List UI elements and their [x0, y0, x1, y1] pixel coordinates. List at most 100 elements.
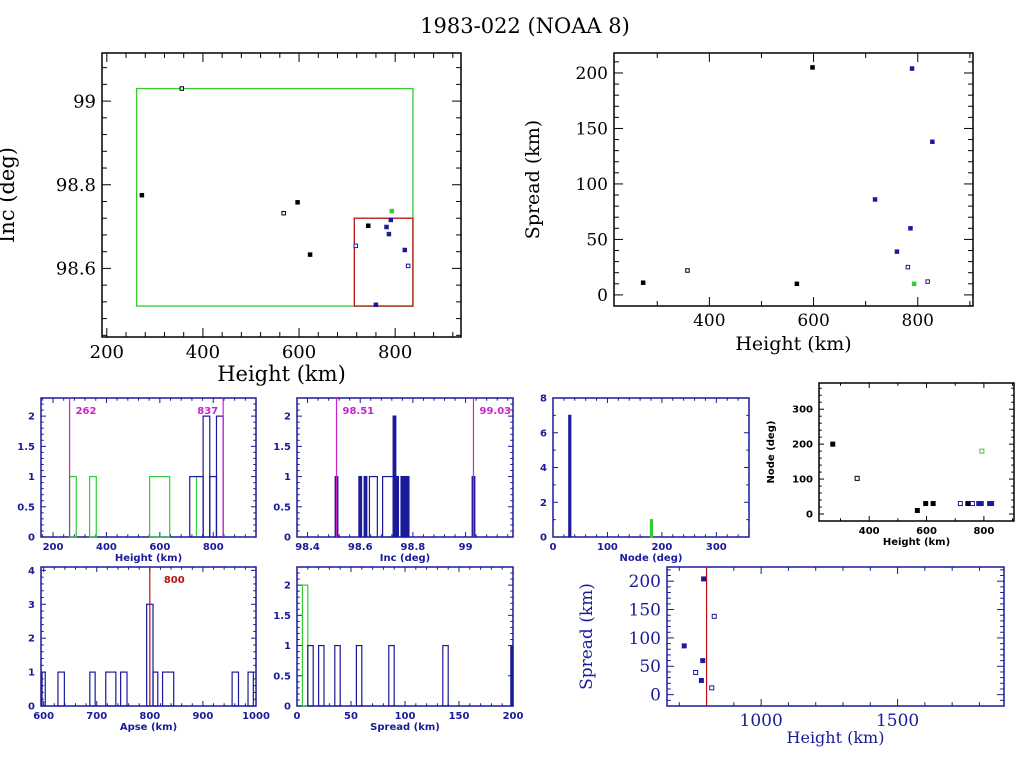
histogram-bar [382, 475, 394, 538]
data-point [830, 441, 836, 447]
x-tick-label: 0 [550, 542, 557, 553]
y-tick-label: 0 [284, 533, 291, 544]
x-tick-label: 100 [597, 542, 618, 553]
y-tick-label: 1.5 [17, 442, 35, 453]
x-axis-label: Height (km) [115, 553, 182, 564]
marker-label: 837 [197, 406, 218, 417]
x-tick-label: 150 [449, 711, 470, 722]
x-tick-label: 98.8 [401, 542, 426, 553]
y-tick-label: 2 [284, 412, 291, 423]
histogram-bar [195, 475, 204, 538]
y-tick-label: 0 [28, 533, 35, 544]
x-tick-label: 900 [192, 711, 213, 722]
x-tick-label: 200 [503, 711, 524, 722]
x-tick-label: 400 [859, 526, 880, 537]
figure-title: 1983-022 (NOAA 8) [420, 14, 630, 38]
y-tick-label: 200 [792, 440, 813, 451]
spread-histogram-panel: 0 50 100 150 200 0 0.5 1 1.5 2 Spread (km) [273, 566, 524, 733]
histogram-bar [209, 475, 218, 538]
data-point [978, 501, 984, 507]
y-tick-label: 1 [28, 472, 35, 483]
data-point [989, 501, 995, 507]
data-point [388, 217, 394, 223]
y-tick-label: 1.5 [273, 611, 291, 622]
plot-frame [101, 52, 462, 338]
y-tick-label: 0.5 [273, 502, 291, 513]
y-tick-label: 50 [639, 657, 661, 677]
histogram-bar [405, 475, 410, 538]
plot-frame [296, 566, 514, 707]
y-tick-label: 100 [576, 175, 608, 195]
data-point [373, 302, 379, 308]
histogram-bar [318, 644, 325, 707]
data-point [854, 475, 860, 481]
y-tick-label: 4 [28, 566, 35, 577]
histogram-bar [368, 475, 378, 538]
x-tick-label: 98.4 [295, 542, 320, 553]
y-tick-label: 1 [284, 472, 291, 483]
histogram-bar [120, 671, 128, 707]
x-tick-label: 400 [693, 311, 725, 331]
height-histogram-panel: 200 400 600 800 0 0.5 1 1.5 2 Height (km) 262 837 [17, 397, 257, 564]
histogram-bar [152, 671, 159, 707]
node-vs-height-panel: 400 600 800 0 100 200 300 Height (km) Node (deg) [766, 382, 1015, 548]
x-tick-label: 50 [344, 711, 358, 722]
data-point [894, 249, 900, 254]
histogram-bar [89, 671, 96, 707]
data-point [709, 685, 715, 691]
y-tick-label: 0 [597, 286, 608, 306]
y-tick-label: 98.8 [56, 175, 96, 196]
data-point [930, 501, 936, 507]
data-point [307, 252, 313, 257]
x-tick-label: 200 [651, 542, 672, 553]
data-point [281, 210, 286, 216]
y-tick-label: 100 [629, 629, 661, 649]
x-tick-label: 1000 [740, 711, 783, 731]
data-point [810, 65, 815, 70]
histogram-bar [57, 671, 65, 707]
data-point [979, 448, 985, 454]
data-point [923, 501, 929, 507]
x-tick-label: 400 [96, 542, 117, 553]
x-tick-label: 800 [139, 711, 160, 722]
plot-frame [666, 566, 1005, 707]
histogram-bar [649, 519, 654, 538]
spread-vs-height-wide-panel: 1000 1500 0 50 100 150 200 Height (km) Spread (k… [577, 566, 1005, 747]
y-tick-label: 0 [28, 702, 35, 713]
data-point [909, 66, 915, 71]
data-point [969, 501, 975, 507]
y-tick-label: 2 [284, 581, 291, 592]
y-tick-label: 100 [792, 475, 813, 486]
x-tick-label: 98.6 [348, 542, 373, 553]
spread-vs-height-panel: 400 600 800 0 50 100 150 200 Height (km) Spread (… [522, 52, 974, 355]
data-point [905, 264, 911, 270]
y-axis-label: Node (deg) [766, 421, 777, 484]
red-box [353, 217, 414, 307]
histogram-bar [334, 644, 341, 707]
inc-vs-height-panel: 200 400 600 800 98.6 98.8 99 Height (km) Inc (de… [0, 52, 462, 386]
data-point [139, 192, 145, 198]
histogram-bar [358, 475, 363, 538]
histogram-bar [41, 671, 46, 707]
histogram-bar [105, 671, 117, 707]
x-tick-label: 300 [706, 542, 727, 553]
y-axis-label: Spread (km) [522, 120, 544, 239]
marker-label: 800 [164, 575, 185, 586]
y-tick-label: 0 [650, 686, 661, 706]
histogram-bar [215, 415, 224, 538]
x-tick-label: 700 [86, 711, 107, 722]
histogram-bar [307, 644, 314, 707]
data-point [698, 677, 704, 683]
y-tick-label: 0.5 [17, 502, 35, 513]
y-tick-label: 1 [28, 668, 35, 679]
y-tick-label: 4 [540, 463, 547, 474]
data-point [911, 281, 917, 287]
data-point [700, 658, 706, 664]
plot-frame [40, 566, 257, 707]
plot-frame [613, 52, 974, 307]
y-tick-label: 3 [28, 600, 35, 611]
data-point [693, 670, 699, 676]
x-tick-label: 1500 [876, 711, 919, 731]
histogram-bar [568, 414, 572, 538]
histogram-bar [231, 671, 240, 707]
